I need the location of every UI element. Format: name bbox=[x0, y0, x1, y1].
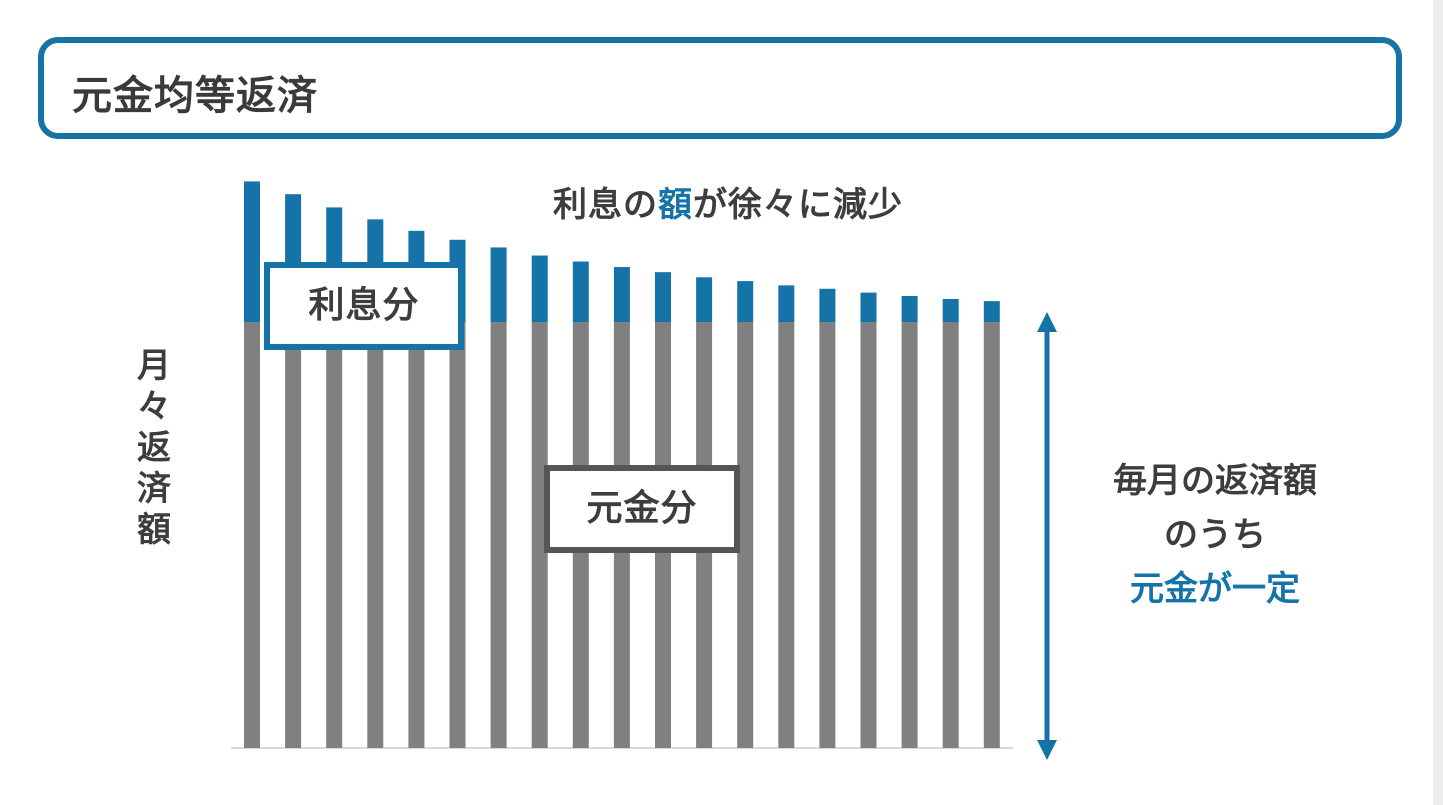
bars-group bbox=[244, 181, 1000, 748]
bar-interest-1 bbox=[244, 181, 260, 322]
bar-principal-16 bbox=[860, 322, 877, 748]
bar-interest-19 bbox=[983, 301, 1000, 322]
bar-interest-7 bbox=[490, 247, 507, 322]
annotation-part-1: 利息の bbox=[553, 185, 658, 225]
y-axis-label-char: 々 bbox=[137, 387, 171, 427]
annotation-part-2-highlight: 額 bbox=[658, 185, 693, 225]
bar-interest-18 bbox=[942, 298, 959, 322]
interest-decrease-annotation: 利息の額が徐々に減少 bbox=[553, 177, 903, 226]
bar-interest-16 bbox=[860, 292, 877, 322]
bar-principal-18 bbox=[942, 322, 959, 748]
bar-principal-13 bbox=[737, 322, 754, 748]
y-axis-label-char: 月 bbox=[137, 346, 171, 386]
bar-principal-17 bbox=[901, 322, 918, 748]
bar-interest-8 bbox=[531, 255, 548, 322]
principal-constant-note: 毎月の返済額 のうち 元金が一定 bbox=[1070, 454, 1360, 616]
interest-label-badge: 利息分 bbox=[264, 262, 464, 350]
bar-principal-14 bbox=[778, 322, 795, 748]
bar-principal-8 bbox=[531, 322, 548, 748]
y-axis-label-char: 額 bbox=[137, 510, 171, 550]
bar-principal-2 bbox=[285, 322, 302, 748]
bar-interest-14 bbox=[778, 285, 795, 322]
bar-principal-3 bbox=[326, 322, 343, 748]
range-arrow bbox=[1037, 312, 1057, 760]
bar-principal-5 bbox=[408, 322, 425, 748]
bar-principal-7 bbox=[490, 322, 507, 748]
bar-principal-4 bbox=[367, 322, 384, 748]
y-axis-label-char: 返 bbox=[137, 428, 171, 468]
bar-principal-1 bbox=[244, 322, 260, 748]
title-box: 元金均等返済 bbox=[38, 37, 1402, 139]
bar-interest-10 bbox=[613, 267, 630, 322]
principal-label-badge: 元金分 bbox=[544, 465, 740, 553]
bar-interest-17 bbox=[901, 296, 918, 322]
page-title: 元金均等返済 bbox=[72, 73, 318, 119]
note-line-2: のうち bbox=[1164, 515, 1266, 555]
window-edge bbox=[1433, 0, 1443, 805]
annotation-part-3: が徐々に減少 bbox=[693, 185, 903, 225]
bar-interest-9 bbox=[572, 261, 589, 322]
bar-interest-12 bbox=[696, 277, 713, 322]
bar-principal-15 bbox=[819, 322, 836, 748]
bar-interest-13 bbox=[737, 281, 754, 322]
bar-principal-19 bbox=[983, 322, 1000, 748]
note-line-1: 毎月の返済額 bbox=[1113, 461, 1317, 501]
note-line-3-highlight: 元金が一定 bbox=[1130, 569, 1300, 609]
y-axis-label: 月 々 返 済 額 bbox=[128, 346, 180, 551]
bar-interest-15 bbox=[819, 288, 836, 322]
bar-principal-6 bbox=[449, 322, 466, 748]
bar-interest-11 bbox=[655, 272, 671, 322]
y-axis-label-char: 済 bbox=[137, 469, 171, 509]
